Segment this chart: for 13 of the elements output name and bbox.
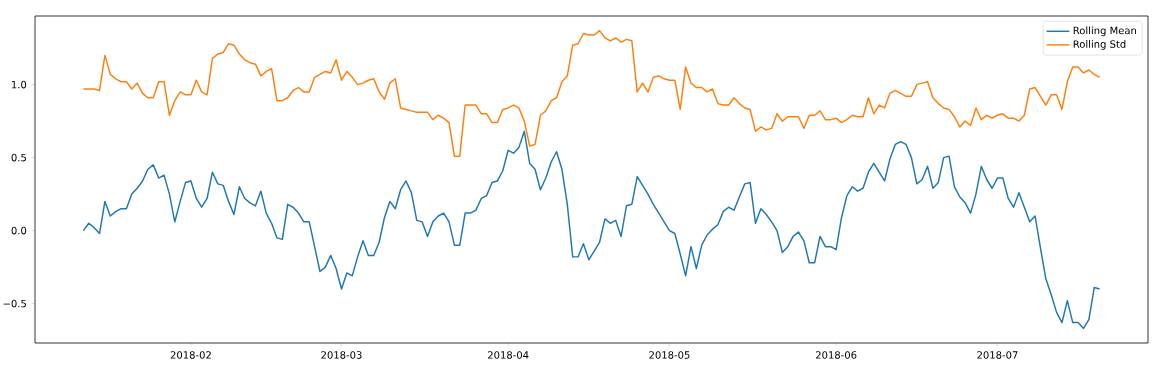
y-tick-label: 0.5 xyxy=(11,153,26,162)
x-tick-label: 2018-07 xyxy=(977,351,1018,359)
legend-label: Rolling Std xyxy=(1073,40,1126,50)
x-tick-label: 2018-05 xyxy=(649,351,690,359)
x-tick-label: 2018-02 xyxy=(170,351,211,359)
x-tick-label: 2018-06 xyxy=(815,351,857,359)
line-series xyxy=(82,130,1101,330)
y-tick-label: 1.0 xyxy=(12,80,27,89)
x-tick-label: 2018-04 xyxy=(488,351,529,359)
y-tick-label: −0.5 xyxy=(3,299,26,308)
y-tick-label: 0.0 xyxy=(11,226,27,235)
x-tick-label: 2018-03 xyxy=(321,351,362,359)
legend-label: Rolling Mean xyxy=(1073,26,1136,37)
